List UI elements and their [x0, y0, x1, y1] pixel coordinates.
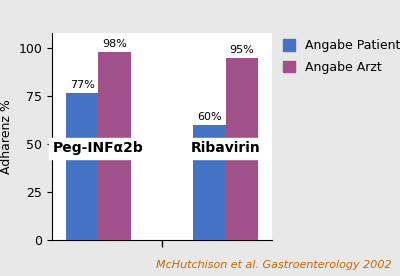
Text: 98%: 98%	[102, 39, 127, 49]
Bar	[226, 58, 258, 240]
Text: Ribavirin: Ribavirin	[191, 141, 260, 155]
Text: 95%: 95%	[230, 45, 254, 55]
Text: Peg-INFα2b: Peg-INFα2b	[53, 141, 144, 155]
Text: McHutchison et al. Gastroenterology 2002: McHutchison et al. Gastroenterology 2002	[156, 261, 392, 270]
Text: 60%: 60%	[197, 112, 222, 122]
Bar	[98, 52, 131, 240]
Y-axis label: Adhärenz %: Adhärenz %	[0, 99, 13, 174]
Text: 77%: 77%	[70, 80, 94, 90]
Bar	[66, 92, 98, 240]
Bar	[193, 125, 226, 240]
Legend: Angabe Patient, Angabe Arzt: Angabe Patient, Angabe Arzt	[283, 39, 400, 74]
